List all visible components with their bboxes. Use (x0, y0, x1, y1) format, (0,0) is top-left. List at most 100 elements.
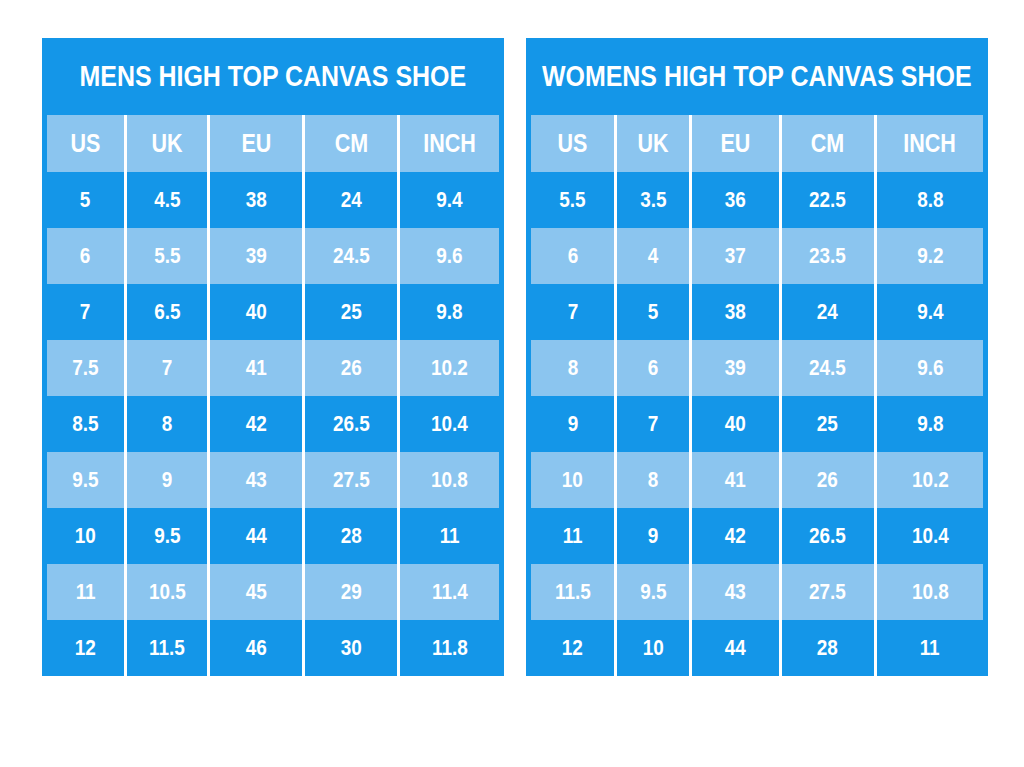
table-row: 7.57412610.2 (47, 340, 499, 396)
size-cell: 42 (209, 396, 304, 452)
table-row: 1194226.510.4 (531, 508, 983, 564)
size-cell: 44 (691, 620, 780, 676)
size-cell: 46 (209, 620, 304, 676)
size-cell: 11.5 (125, 620, 209, 676)
size-cell: 11 (531, 508, 616, 564)
mens-table-header-row: USUKEUCMINCH (47, 115, 499, 172)
size-cell: 39 (209, 228, 304, 284)
size-cell: 10.4 (875, 508, 983, 564)
size-cell: 5 (616, 284, 691, 340)
size-cell: 10.8 (399, 452, 499, 508)
size-cell: 9.6 (875, 340, 983, 396)
size-cell: 24.5 (304, 228, 399, 284)
size-cell: 7 (125, 340, 209, 396)
column-header-eu: EU (691, 115, 780, 172)
size-cell: 11 (47, 564, 125, 620)
table-row: 9.594327.510.8 (47, 452, 499, 508)
size-cell: 10.2 (875, 452, 983, 508)
size-cell: 43 (209, 452, 304, 508)
size-chart-image: MENS HIGH TOP CANVAS SHOE USUKEUCMINCH 5… (0, 0, 1024, 767)
size-cell: 5.5 (531, 172, 616, 228)
table-row: 1210442811 (531, 620, 983, 676)
size-cell: 25 (780, 396, 875, 452)
size-cell: 10 (531, 452, 616, 508)
size-cell: 8 (616, 452, 691, 508)
size-cell: 9.5 (616, 564, 691, 620)
size-cell: 4 (616, 228, 691, 284)
table-row: 8.584226.510.4 (47, 396, 499, 452)
size-cell: 9.5 (47, 452, 125, 508)
size-cell: 11 (399, 508, 499, 564)
column-header-eu: EU (209, 115, 304, 172)
size-cell: 9 (531, 396, 616, 452)
size-cell: 9.4 (875, 284, 983, 340)
column-header-cm: CM (304, 115, 399, 172)
size-cell: 5 (47, 172, 125, 228)
womens-size-table: USUKEUCMINCH 5.53.53622.58.8643723.59.27… (531, 115, 983, 676)
womens-chart-title-text: WOMENS HIGH TOP CANVAS SHOE (542, 60, 972, 93)
size-cell: 28 (304, 508, 399, 564)
size-cell: 40 (209, 284, 304, 340)
size-cell: 26.5 (304, 396, 399, 452)
size-cell: 38 (691, 284, 780, 340)
size-cell: 11 (875, 620, 983, 676)
size-cell: 28 (780, 620, 875, 676)
size-cell: 9.6 (399, 228, 499, 284)
size-cell: 7 (47, 284, 125, 340)
size-cell: 12 (47, 620, 125, 676)
size-cell: 30 (304, 620, 399, 676)
size-cell: 7 (531, 284, 616, 340)
size-cell: 3.5 (616, 172, 691, 228)
table-row: 76.540259.8 (47, 284, 499, 340)
mens-chart-title-text: MENS HIGH TOP CANVAS SHOE (80, 60, 467, 93)
womens-size-chart: WOMENS HIGH TOP CANVAS SHOE USUKEUCMINCH… (526, 38, 988, 676)
column-header-us: US (47, 115, 125, 172)
womens-table-header-row: USUKEUCMINCH (531, 115, 983, 172)
size-cell: 27.5 (304, 452, 399, 508)
size-cell: 8.8 (875, 172, 983, 228)
size-cell: 43 (691, 564, 780, 620)
column-header-inch: INCH (399, 115, 499, 172)
size-cell: 10.4 (399, 396, 499, 452)
size-cell: 6 (616, 340, 691, 396)
size-cell: 24 (304, 172, 399, 228)
size-cell: 8.5 (47, 396, 125, 452)
size-cell: 6.5 (125, 284, 209, 340)
table-row: 11.59.54327.510.8 (531, 564, 983, 620)
size-cell: 10.2 (399, 340, 499, 396)
size-cell: 39 (691, 340, 780, 396)
size-cell: 6 (47, 228, 125, 284)
mens-size-table: USUKEUCMINCH 54.538249.465.53924.59.676.… (47, 115, 499, 676)
womens-chart-title: WOMENS HIGH TOP CANVAS SHOE (526, 38, 988, 115)
size-cell: 11.8 (399, 620, 499, 676)
size-cell: 22.5 (780, 172, 875, 228)
table-row: 1110.5452911.4 (47, 564, 499, 620)
size-cell: 37 (691, 228, 780, 284)
size-cell: 38 (209, 172, 304, 228)
column-header-us: US (531, 115, 616, 172)
size-cell: 10.8 (875, 564, 983, 620)
table-row: 109.5442811 (47, 508, 499, 564)
column-header-inch: INCH (875, 115, 983, 172)
size-cell: 9.8 (875, 396, 983, 452)
size-cell: 44 (209, 508, 304, 564)
size-cell: 10 (616, 620, 691, 676)
size-cell: 36 (691, 172, 780, 228)
size-cell: 10.5 (125, 564, 209, 620)
size-cell: 10 (47, 508, 125, 564)
size-cell: 11.4 (399, 564, 499, 620)
size-cell: 11.5 (531, 564, 616, 620)
mens-size-chart: MENS HIGH TOP CANVAS SHOE USUKEUCMINCH 5… (42, 38, 504, 676)
size-cell: 8 (531, 340, 616, 396)
table-row: 9740259.8 (531, 396, 983, 452)
size-cell: 40 (691, 396, 780, 452)
size-cell: 29 (304, 564, 399, 620)
size-cell: 9 (125, 452, 209, 508)
size-cell: 25 (304, 284, 399, 340)
column-header-uk: UK (616, 115, 691, 172)
size-cell: 7 (616, 396, 691, 452)
size-cell: 41 (691, 452, 780, 508)
size-cell: 4.5 (125, 172, 209, 228)
size-cell: 9.4 (399, 172, 499, 228)
size-cell: 9.2 (875, 228, 983, 284)
